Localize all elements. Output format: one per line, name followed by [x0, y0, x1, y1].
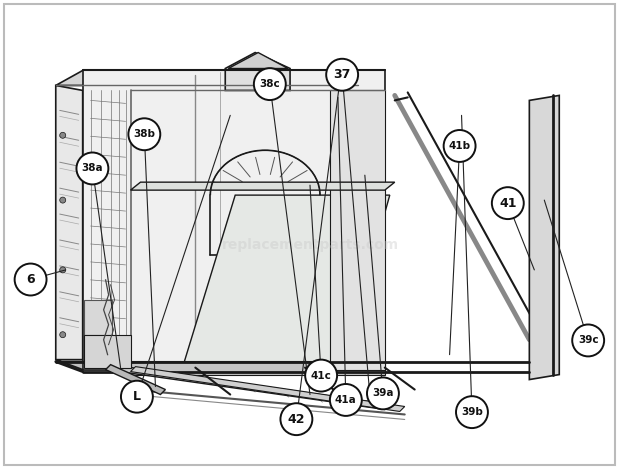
Polygon shape: [131, 182, 395, 190]
Text: 6: 6: [26, 273, 35, 286]
Circle shape: [254, 68, 286, 100]
Polygon shape: [228, 53, 288, 69]
Polygon shape: [131, 367, 405, 411]
Text: 39c: 39c: [578, 336, 598, 345]
Text: 38b: 38b: [133, 129, 156, 139]
Text: replacementparts.com: replacementparts.com: [221, 238, 399, 252]
Circle shape: [572, 324, 604, 356]
Text: 41b: 41b: [448, 141, 471, 151]
Polygon shape: [84, 335, 131, 368]
Circle shape: [326, 59, 358, 91]
Text: L: L: [133, 390, 141, 403]
Circle shape: [456, 396, 488, 428]
Text: 39a: 39a: [372, 388, 394, 399]
Circle shape: [60, 132, 66, 138]
Text: 38c: 38c: [259, 79, 280, 89]
Circle shape: [492, 187, 524, 219]
Circle shape: [60, 197, 66, 203]
Text: 38a: 38a: [82, 164, 103, 173]
Circle shape: [444, 130, 476, 162]
Polygon shape: [56, 360, 385, 369]
Polygon shape: [82, 70, 385, 369]
Circle shape: [367, 377, 399, 409]
Circle shape: [60, 267, 66, 273]
Polygon shape: [180, 195, 390, 375]
Polygon shape: [56, 70, 385, 86]
Circle shape: [305, 360, 337, 392]
FancyBboxPatch shape: [84, 300, 112, 335]
Circle shape: [60, 332, 66, 338]
Circle shape: [330, 384, 362, 416]
Polygon shape: [330, 90, 385, 369]
Polygon shape: [105, 365, 166, 394]
Text: 41: 41: [499, 196, 516, 210]
Circle shape: [76, 152, 108, 184]
Polygon shape: [105, 365, 390, 409]
Polygon shape: [131, 361, 385, 375]
Polygon shape: [56, 86, 82, 369]
Polygon shape: [225, 53, 290, 90]
Text: 37: 37: [334, 68, 351, 81]
Circle shape: [280, 403, 312, 435]
Text: 42: 42: [288, 413, 305, 426]
Circle shape: [128, 118, 161, 150]
Text: 41c: 41c: [311, 370, 332, 381]
FancyBboxPatch shape: [4, 4, 615, 465]
Circle shape: [121, 381, 153, 413]
Text: 41a: 41a: [335, 395, 356, 405]
Polygon shape: [529, 95, 559, 380]
Circle shape: [15, 264, 46, 296]
Text: 39b: 39b: [461, 407, 483, 417]
